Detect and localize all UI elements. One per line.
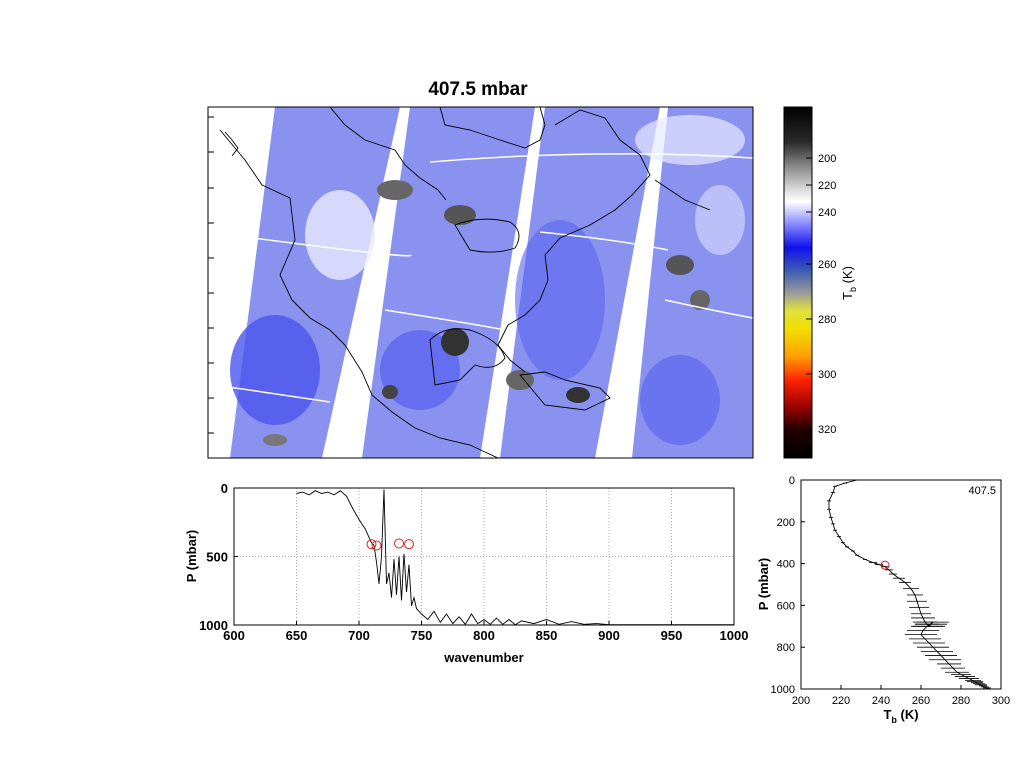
profile-y-tick-label: 1000 [771,684,795,696]
profile-y-tick-label: 200 [777,517,795,529]
profile-x-tick-label: 300 [992,695,1010,707]
satellite-swaths [214,107,753,458]
spectrum-marker [404,539,414,550]
colorbar-tick: 200 [818,153,836,165]
svg-text:Tb (K): Tb (K) [840,266,858,300]
spectrum-x-tick-label: 850 [536,628,558,643]
spectrum-y-tick-label: 0 [221,481,228,496]
profile-x-tick-label: 280 [952,695,970,707]
spectrum-x-tick-label: 1000 [720,628,749,643]
spectrum-y-axis-label: P (mbar) [184,530,199,583]
spectrum-x-tick-label: 700 [348,628,370,643]
profile-series-line [828,479,990,690]
colorbar-ticks: 200 220 240 260 280 300 320 [818,153,836,436]
spectrum-x-tick-label: 600 [223,628,245,643]
profile-marker [880,560,890,570]
spectrum-x-tick-label: 800 [473,628,495,643]
spectrum-x-tick-label: 950 [661,628,683,643]
profile-annotation: 407.5 [968,485,996,497]
colorbar-label: Tb (K) [840,266,858,300]
colorbar-tick: 240 [818,207,836,219]
colorbar-tick: 260 [818,259,836,271]
colorbar [783,106,813,459]
spectrum-marker [394,538,404,549]
coastline [219,129,499,458]
spectrum-marker [371,540,382,551]
spectrum-y-tick-label: 500 [206,550,228,565]
profile-y-tick-label: 800 [777,642,795,654]
colorbar-tick: 300 [818,369,836,381]
profile-x-axis-label: Tb (K) [883,707,918,725]
profile-plot-frame [800,479,1002,690]
profile-y-axis-label: P (mbar) [756,558,771,611]
spectrum-y-tick-label: 1000 [199,618,228,633]
colorbar-tick: 220 [818,180,836,192]
colorbar-tick: 280 [818,314,836,326]
spectrum-series-line [296,489,734,626]
profile-y-tick-label: 0 [789,475,795,487]
map-title: 407.5 mbar [428,79,528,100]
profile-x-tick-label: 220 [832,695,850,707]
profile-x-tick-label: 200 [792,695,810,707]
spectrum-x-tick-label: 750 [411,628,433,643]
spectrum-x-axis-label: wavenumber [443,650,523,665]
profile-y-tick-label: 600 [777,600,795,612]
spectrum-x-tick-label: 900 [598,628,620,643]
profile-y-tick-label: 400 [777,559,795,571]
colorbar-tick: 320 [818,424,836,436]
spectrum-marker [366,539,377,550]
spectrum-plot-frame [233,487,735,626]
profile-x-tick-label: 240 [872,695,890,707]
profile-x-tick-label: 260 [912,695,930,707]
spectrum-x-tick-label: 650 [286,628,308,643]
map-figure: 407.5 mbar [207,79,858,459]
